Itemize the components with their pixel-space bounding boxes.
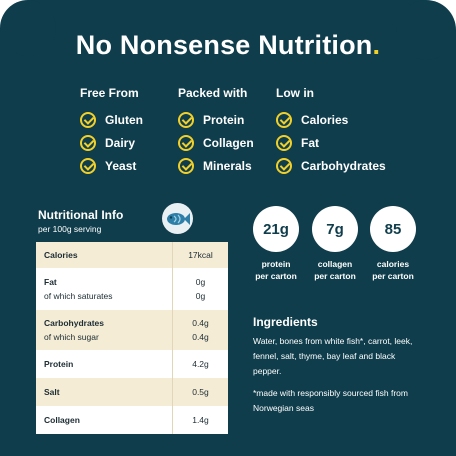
- stat-caption: protein per carton: [244, 258, 308, 282]
- row-label: Protein: [44, 359, 74, 369]
- row-value: 0.5g: [172, 378, 228, 406]
- list-item-label: Yeast: [105, 158, 137, 173]
- table-row: Fat of which saturates 0g 0g: [36, 268, 228, 310]
- column-heading: Low in: [276, 86, 314, 100]
- list-item: Minerals: [178, 154, 254, 177]
- list-item-label: Minerals: [203, 158, 252, 173]
- check-circle-icon: [276, 157, 292, 174]
- row-value: 1.4g: [172, 406, 228, 434]
- corner-decoration: [0, 0, 28, 28]
- check-circle-icon: [178, 111, 194, 128]
- row-sublabel: of which sugar: [44, 332, 99, 342]
- column-heading: Free From: [80, 86, 139, 100]
- row-label: Calories: [44, 250, 78, 260]
- list-item-label: Calories: [301, 112, 349, 127]
- row-label: Collagen: [44, 415, 80, 425]
- row-label: Fat: [44, 277, 57, 287]
- row-value-cell: 0g 0g: [172, 268, 228, 310]
- list-item-label: Protein: [203, 112, 245, 127]
- list-item-label: Collagen: [203, 135, 254, 150]
- page-title: No Nonsense Nutrition.: [0, 30, 456, 61]
- row-label-cell: Fat of which saturates: [36, 268, 173, 310]
- list-item: Gluten: [80, 108, 143, 131]
- check-circle-icon: [80, 134, 96, 151]
- nutrition-title: Nutritional Info: [38, 208, 124, 222]
- stat-value: 85: [384, 220, 402, 238]
- nutrition-subtitle: per 100g serving: [38, 224, 102, 234]
- stat-caption-line: per carton: [255, 271, 297, 281]
- row-label: Carbohydrates: [44, 318, 104, 328]
- stat-caption: collagen per carton: [303, 258, 367, 282]
- row-value: 4.2g: [172, 350, 228, 378]
- check-circle-icon: [80, 157, 96, 174]
- list-item-label: Fat: [301, 135, 319, 150]
- table-row: Salt 0.5g: [36, 378, 228, 406]
- row-value: 0g: [195, 277, 206, 287]
- list-item: Collagen: [178, 131, 254, 154]
- stat-caption-line: collagen: [317, 259, 353, 269]
- low-in-column: Low in Calories Fat Carbohydrates: [276, 86, 386, 177]
- table-row: Carbohydrates of which sugar 0.4g 0.4g: [36, 310, 228, 350]
- list-item: Dairy: [80, 131, 143, 154]
- stat-caption-line: protein: [261, 259, 291, 269]
- column-heading: Packed with: [178, 86, 248, 100]
- corner-decoration: [396, 0, 456, 60]
- check-circle-icon: [178, 134, 194, 151]
- list-item-label: Gluten: [105, 112, 143, 127]
- ingredients-text: Water, bones from white fish*, carrot, l…: [253, 336, 413, 376]
- row-sublabel: of which saturates: [44, 291, 113, 301]
- calories-stat-circle: 85: [370, 206, 416, 252]
- row-value: 17kcal: [172, 242, 228, 268]
- collagen-stat-circle: 7g: [312, 206, 358, 252]
- stat-value: 7g: [326, 220, 344, 238]
- list-item: Yeast: [80, 154, 143, 177]
- row-value: 0.4g: [192, 318, 209, 328]
- list-item-label: Dairy: [105, 135, 136, 150]
- fish-icon-graphic: [166, 212, 190, 225]
- list-item: Fat: [276, 131, 386, 154]
- stat-caption-line: per carton: [314, 271, 356, 281]
- free-from-column: Free From Gluten Dairy Yeast: [80, 86, 143, 177]
- check-circle-icon: [276, 134, 292, 151]
- check-circle-icon: [276, 111, 292, 128]
- check-circle-icon: [178, 157, 194, 174]
- title-text: No Nonsense Nutrition: [75, 30, 373, 60]
- check-circle-icon: [80, 111, 96, 128]
- stat-value: 21g: [263, 220, 289, 238]
- row-subvalue: 0g: [195, 291, 206, 301]
- table-row: Collagen 1.4g: [36, 406, 228, 434]
- list-item-label: Carbohydrates: [301, 158, 386, 173]
- row-label: Salt: [44, 387, 60, 397]
- ingredients-title: Ingredients: [253, 315, 318, 329]
- title-dot: .: [372, 30, 381, 60]
- nutrition-table: Calories 17kcal Fat of which saturates 0…: [36, 242, 228, 434]
- ingredients-note: *made with responsibly sourced fish from…: [253, 388, 408, 413]
- list-item: Protein: [178, 108, 254, 131]
- stat-caption-line: per carton: [372, 271, 414, 281]
- row-label-cell: Carbohydrates of which sugar: [36, 310, 173, 350]
- table-row: Calories 17kcal: [36, 242, 228, 268]
- table-row: Protein 4.2g: [36, 350, 228, 378]
- list-item: Carbohydrates: [276, 154, 386, 177]
- packed-with-column: Packed with Protein Collagen Minerals: [178, 86, 254, 177]
- protein-stat-circle: 21g: [253, 206, 299, 252]
- stat-caption: calories per carton: [361, 258, 425, 282]
- row-subvalue: 0.4g: [192, 332, 209, 342]
- row-value-cell: 0.4g 0.4g: [172, 310, 228, 350]
- fish-icon: [162, 203, 193, 234]
- list-item: Calories: [276, 108, 386, 131]
- stat-caption-line: calories: [376, 259, 410, 269]
